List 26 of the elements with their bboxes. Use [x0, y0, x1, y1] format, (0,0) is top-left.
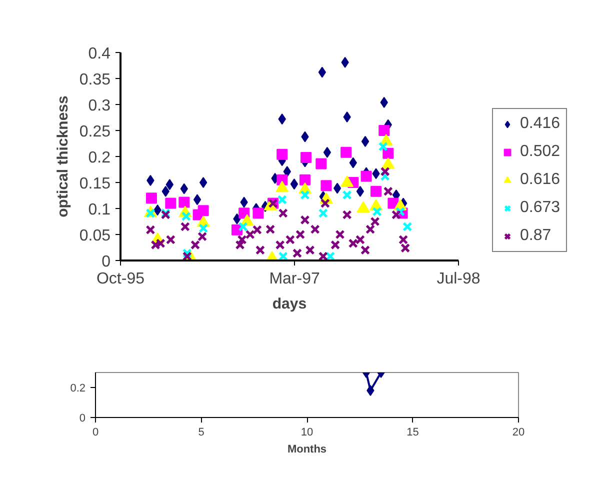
- y-tick-label: 0.2: [70, 382, 86, 394]
- y-tick-label: 0.35: [79, 72, 111, 88]
- legend-label: 0.416: [520, 115, 560, 133]
- y-axis-title: optical thickness: [54, 96, 72, 218]
- legend-label: 0.87: [520, 227, 552, 245]
- x-tick-label: Mar-97: [269, 270, 320, 288]
- legend-label: 0.502: [520, 143, 560, 161]
- y-tick-label: 0.05: [79, 228, 111, 244]
- x-tick-label: 15: [406, 426, 419, 438]
- y-tick-label: 0: [102, 254, 111, 270]
- x-axis-title: days: [272, 296, 307, 312]
- legend-label: 0.616: [520, 171, 560, 189]
- x-tick-label: Jul-98: [436, 270, 480, 288]
- x-tick-label: 5: [198, 426, 204, 438]
- x-tick-label: 20: [512, 426, 525, 438]
- x-tick-label: 10: [300, 426, 314, 438]
- y-tick-label: 0: [79, 412, 86, 424]
- x-axis-title: Months: [287, 444, 327, 456]
- legend-label: 0.673: [520, 199, 560, 217]
- y-tick-label: 0.1: [88, 202, 111, 218]
- y-tick-label: 0.25: [79, 124, 111, 140]
- x-tick-label: Oct-95: [96, 270, 145, 288]
- y-tick-label: 0.4: [88, 46, 111, 62]
- y-tick-label: 0.15: [79, 176, 111, 192]
- y-tick-label: 0.2: [88, 150, 111, 166]
- y-tick-label: 0.3: [88, 98, 111, 114]
